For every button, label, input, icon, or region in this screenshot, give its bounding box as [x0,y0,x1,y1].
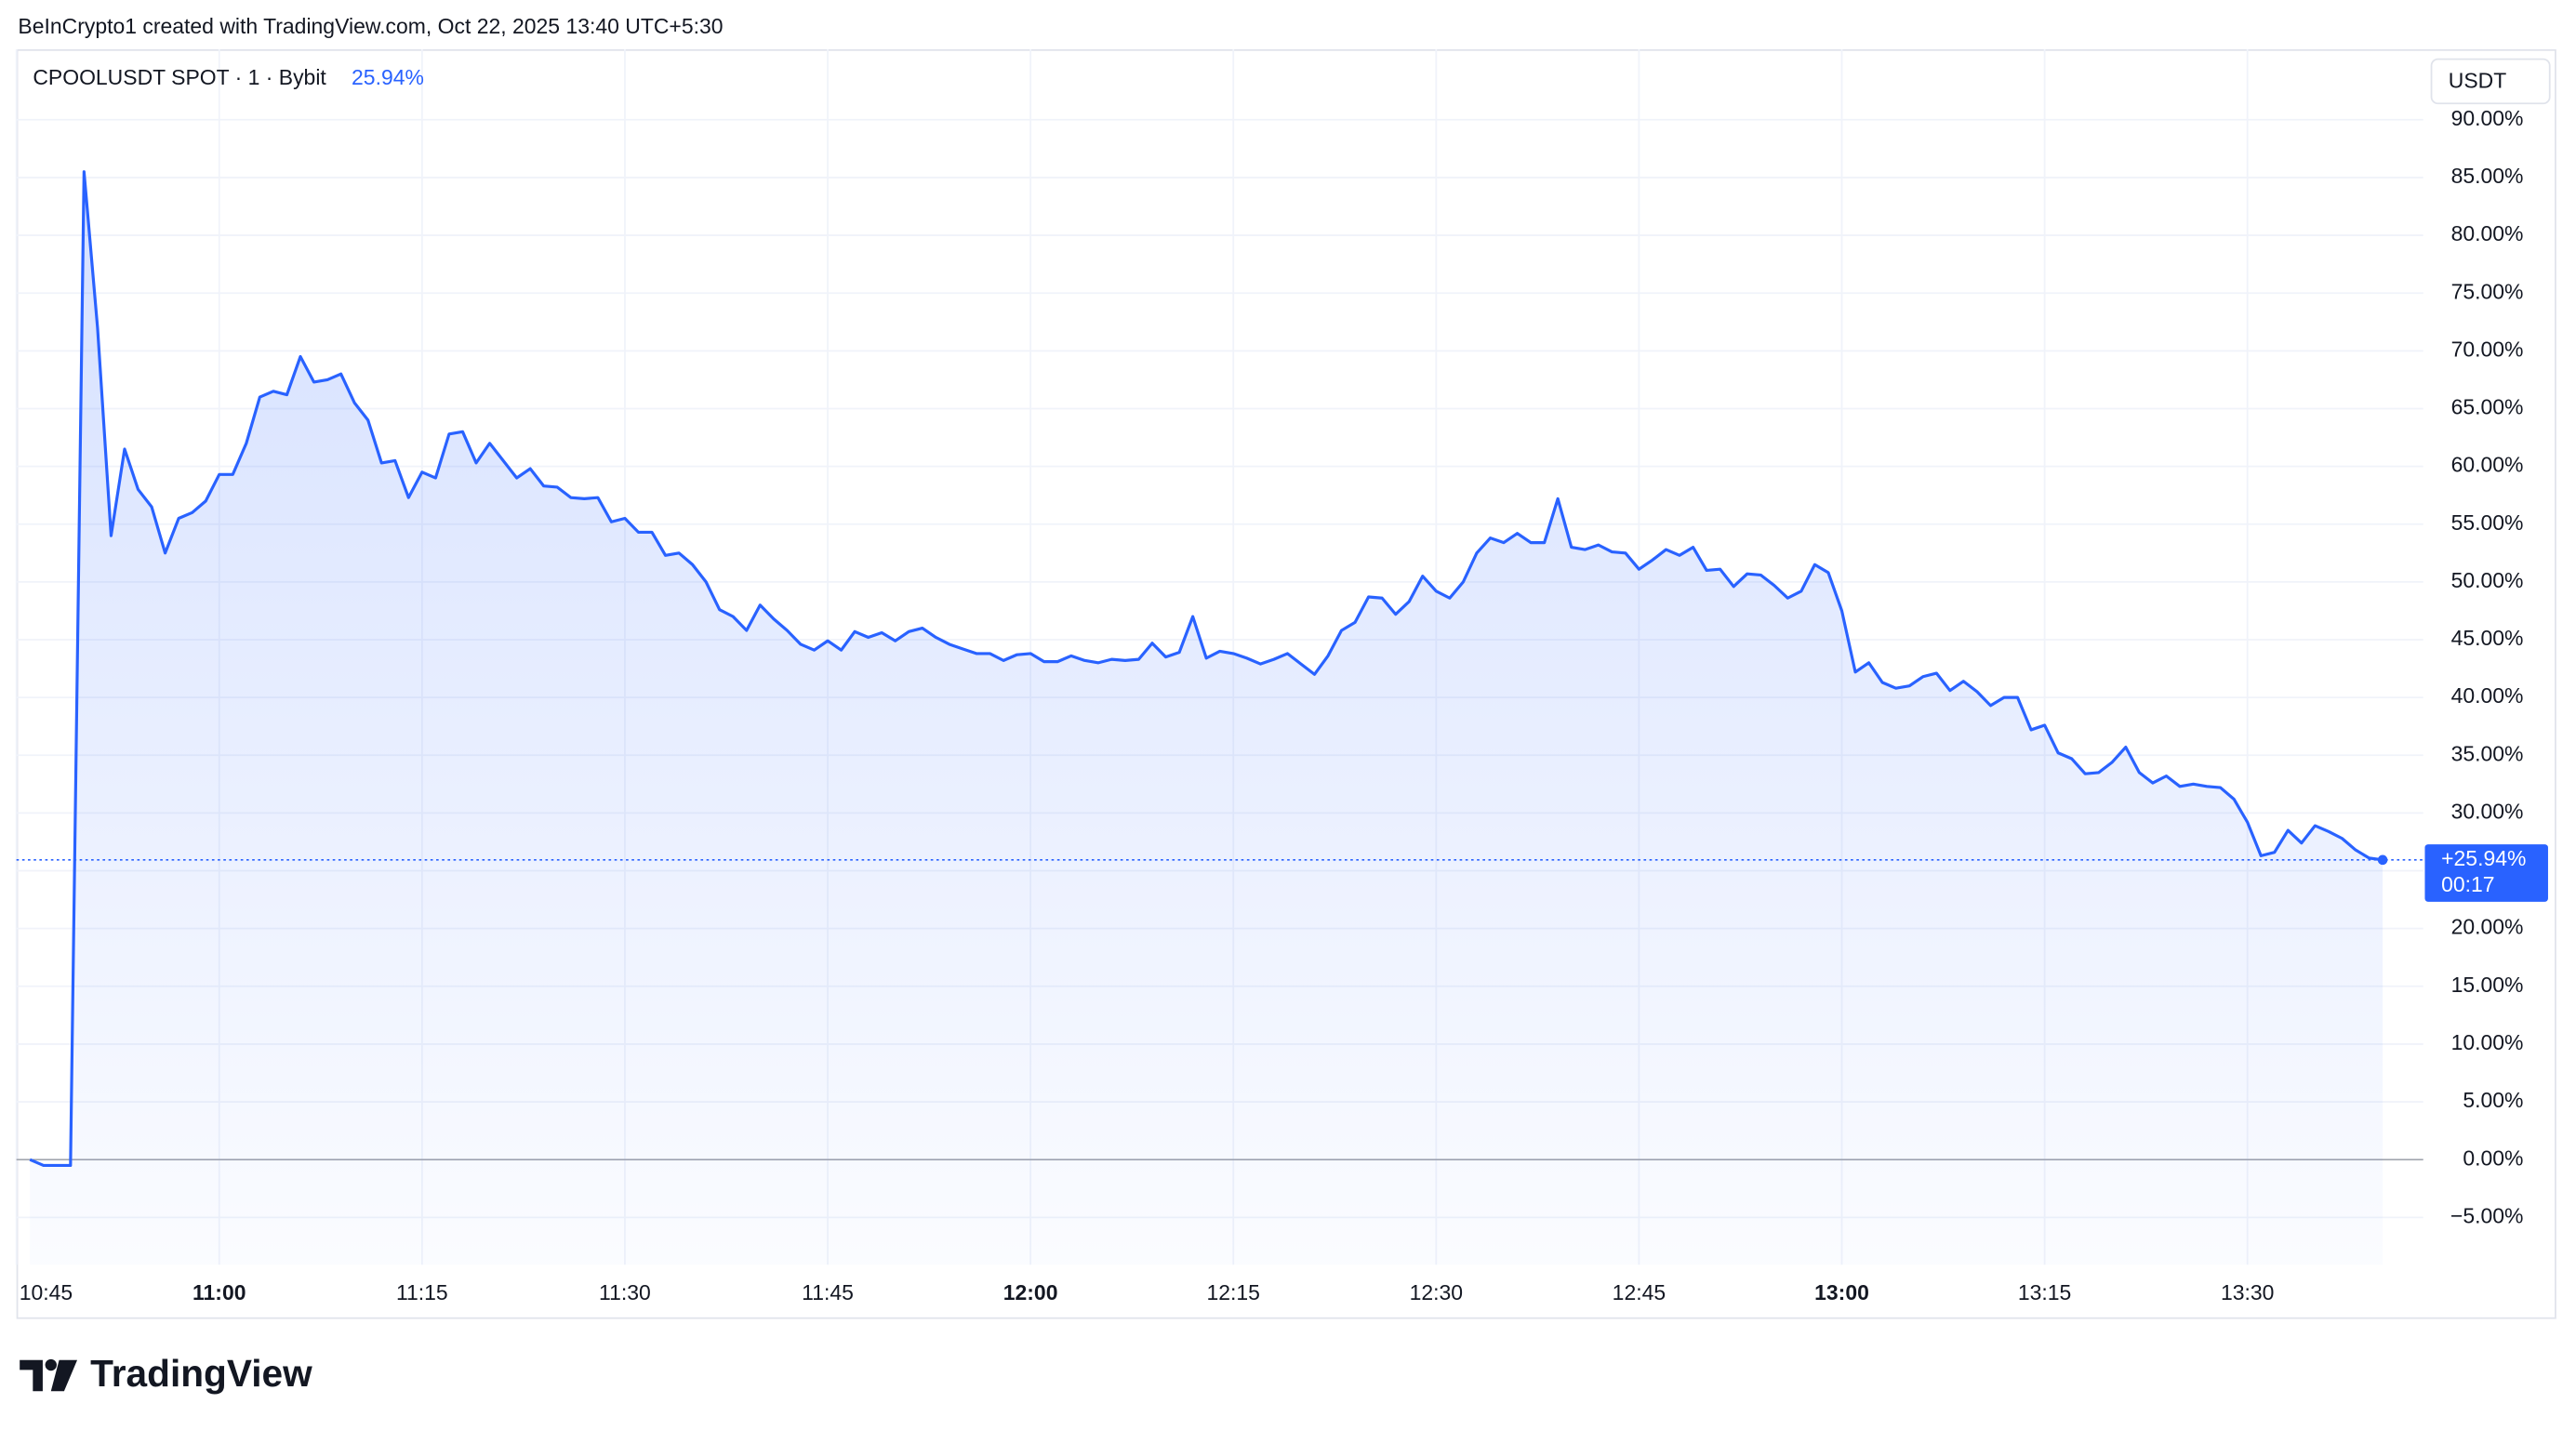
logo-slash [50,1359,78,1392]
countdown: 00:17 [2441,872,2494,896]
y-tick-label: 10.00% [2451,1030,2524,1054]
y-tick-label: 65.00% [2451,395,2524,419]
plot [16,170,2423,1265]
x-tick-label: 11:15 [396,1280,448,1304]
y-tick-label: 50.00% [2451,568,2524,592]
legend-value: 25.94% [352,65,424,89]
area [30,171,2383,1265]
x-tick-label: 12:30 [1410,1280,1463,1304]
x-tick-label: 11:00 [193,1280,246,1304]
last-value-tag [2424,844,2548,902]
legend-series: CPOOLUSDT SPOT · 1 · Bybit [33,65,326,89]
x-tick-label: 13:30 [2221,1280,2274,1304]
y-tick-label: 35.00% [2451,741,2524,765]
brand-logo: TradingView [20,1352,312,1395]
y-tick-label: 45.00% [2451,626,2524,650]
y-tick-label: 0.00% [2463,1145,2523,1170]
y-tick-label: 75.00% [2451,279,2524,303]
x-tick-label: 13:00 [1814,1280,1869,1304]
y-tick-label: −5.00% [2450,1203,2523,1227]
axes: −5.00%0.00%5.00%10.00%15.00%20.00%25.00%… [20,106,2548,1304]
price-line [29,170,2383,1168]
y-tick-label: 20.00% [2451,915,2524,939]
last-value-label: +25.94% [2441,846,2526,870]
y-tick-label: 60.00% [2451,453,2524,477]
y-tick-label: 55.00% [2451,510,2524,535]
x-tick-label: 11:30 [599,1280,651,1304]
y-tick-label: 15.00% [2451,973,2524,997]
logo-dot [45,1358,57,1371]
currency-box[interactable] [2430,58,2551,105]
x-tick-label: 11:45 [802,1280,854,1304]
last-point [2377,854,2388,866]
logo-mark [20,1359,43,1392]
x-tick-label: 12:00 [1003,1280,1058,1304]
currency[interactable]: USDT [2449,68,2506,92]
y-tick-label: 85.00% [2451,164,2524,188]
x-tick-label: 12:45 [1613,1280,1666,1304]
brand: TradingView [90,1352,312,1395]
y-tick-label: 30.00% [2451,799,2524,823]
x-tick-label: 10:45 [20,1280,73,1304]
x-tick-label: 13:15 [2018,1280,2071,1304]
x-tick-label: 12:15 [1207,1280,1260,1304]
y-tick-label: 70.00% [2451,337,2524,361]
y-tick-label: 40.00% [2451,683,2524,708]
y-tick-label: 80.00% [2451,221,2524,245]
y-tick-label: 90.00% [2451,106,2524,130]
y-tick-label: 5.00% [2463,1088,2523,1112]
credit: BeInCrypto1 created with TradingView.com… [18,14,723,38]
